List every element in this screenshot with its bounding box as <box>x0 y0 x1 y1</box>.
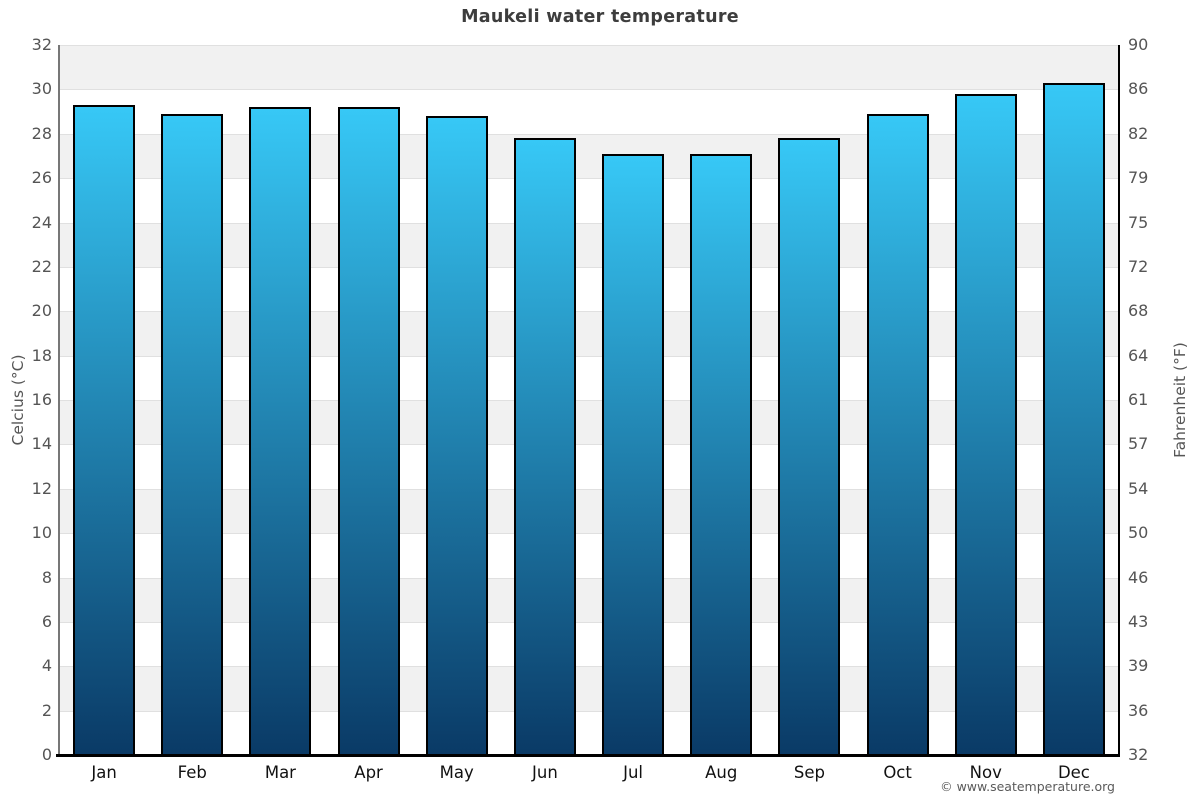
y-tick-celsius-10: 10 <box>31 523 52 543</box>
y-tick-celsius-8: 8 <box>41 567 52 587</box>
y-tick-celsius-16: 16 <box>31 390 52 409</box>
plot-band <box>60 488 1118 534</box>
y-tick-fahrenheit-39: 39 <box>1128 656 1149 676</box>
y-tick-fahrenheit-86: 86 <box>1128 79 1149 99</box>
gridline <box>60 45 1118 46</box>
y-tick-fahrenheit-46: 46 <box>1128 567 1149 587</box>
y-tick-celsius-2: 2 <box>41 700 52 720</box>
plot-band <box>60 178 1118 223</box>
y-tick-fahrenheit-64: 64 <box>1128 345 1149 365</box>
y-tick-fahrenheit-36: 36 <box>1128 700 1149 720</box>
y-tick-celsius-24: 24 <box>31 212 52 232</box>
plot-area <box>60 45 1118 755</box>
y-tick-celsius-32: 32 <box>31 35 52 54</box>
x-tick-nov: Nov <box>969 763 1002 782</box>
bar-jan <box>73 104 136 755</box>
x-axis-line <box>56 754 1120 757</box>
x-tick-oct: Oct <box>883 763 912 782</box>
gridline <box>60 178 1118 180</box>
y-tick-fahrenheit-90: 90 <box>1128 35 1149 54</box>
copyright-text: © www.seatemperature.org <box>940 779 1115 794</box>
y-tick-celsius-0: 0 <box>41 745 52 764</box>
y-tick-celsius-22: 22 <box>31 256 52 276</box>
plot-band <box>60 266 1118 312</box>
bar-nov <box>954 93 1017 755</box>
x-tick-jul: Jul <box>623 763 644 782</box>
y-tick-celsius-18: 18 <box>31 345 52 365</box>
plot-band <box>60 710 1118 755</box>
gridline <box>60 577 1118 579</box>
y-tick-fahrenheit-57: 57 <box>1128 434 1149 454</box>
gridline <box>60 133 1118 135</box>
y-tick-celsius-6: 6 <box>41 611 52 631</box>
y-tick-celsius-30: 30 <box>31 79 52 99</box>
plot-band <box>60 666 1118 711</box>
plot-band <box>60 355 1118 400</box>
gridline <box>60 311 1118 313</box>
bar-apr <box>337 107 400 755</box>
y-tick-fahrenheit-68: 68 <box>1128 301 1149 321</box>
gridline <box>60 89 1118 91</box>
plot-band <box>60 533 1118 578</box>
bar-mar <box>249 107 312 755</box>
bar-jun <box>513 138 576 755</box>
bar-oct <box>866 113 929 755</box>
x-tick-sep: Sep <box>793 763 825 782</box>
y-tick-celsius-20: 20 <box>31 301 52 321</box>
plot-band <box>60 400 1118 445</box>
gridline <box>60 266 1118 268</box>
bar-jul <box>602 153 665 755</box>
y-axis-line-right <box>1118 45 1120 755</box>
y-tick-fahrenheit-82: 82 <box>1128 123 1149 143</box>
x-tick-jun: Jun <box>532 763 558 782</box>
gridline <box>60 666 1118 668</box>
bar-dec <box>1042 82 1105 755</box>
gridline <box>60 355 1118 357</box>
y-tick-fahrenheit-54: 54 <box>1128 478 1149 498</box>
x-tick-apr: Apr <box>354 763 383 782</box>
plot-band <box>60 45 1118 90</box>
plot-band <box>60 222 1118 267</box>
gridline <box>60 710 1118 712</box>
x-tick-mar: Mar <box>264 763 296 782</box>
y-tick-fahrenheit-61: 61 <box>1128 390 1149 409</box>
x-tick-feb: Feb <box>177 763 207 782</box>
y-tick-fahrenheit-50: 50 <box>1128 523 1149 543</box>
x-tick-jan: Jan <box>91 763 117 782</box>
bar-may <box>425 116 488 755</box>
x-tick-dec: Dec <box>1057 763 1090 782</box>
gridline <box>60 488 1118 490</box>
x-tick-may: May <box>439 763 474 782</box>
gridline <box>60 444 1118 446</box>
plot-band <box>60 311 1118 356</box>
gridline <box>60 400 1118 401</box>
bar-aug <box>690 153 753 755</box>
gridline <box>60 621 1118 623</box>
y-tick-celsius-14: 14 <box>31 434 52 454</box>
x-tick-aug: Aug <box>705 763 738 782</box>
plot-band <box>60 133 1118 179</box>
gridline <box>60 533 1118 535</box>
y-tick-fahrenheit-75: 75 <box>1128 212 1149 232</box>
gridline <box>60 222 1118 224</box>
y-tick-celsius-4: 4 <box>41 656 52 676</box>
plot-band <box>60 621 1118 667</box>
y-tick-celsius-26: 26 <box>31 168 52 188</box>
chart-title: Maukeli water temperature <box>461 7 739 27</box>
plot-band <box>60 89 1118 134</box>
y-axis-line-left <box>58 45 60 755</box>
bar-feb <box>161 113 224 755</box>
y-tick-fahrenheit-72: 72 <box>1128 256 1149 276</box>
y-tick-celsius-12: 12 <box>31 478 52 498</box>
y-tick-celsius-28: 28 <box>31 123 52 143</box>
plot-band <box>60 444 1118 489</box>
bar-sep <box>778 138 841 755</box>
plot-band <box>60 577 1118 622</box>
y-tick-fahrenheit-79: 79 <box>1128 168 1149 188</box>
y-tick-fahrenheit-43: 43 <box>1128 611 1149 631</box>
y-tick-fahrenheit-32: 32 <box>1128 745 1149 764</box>
